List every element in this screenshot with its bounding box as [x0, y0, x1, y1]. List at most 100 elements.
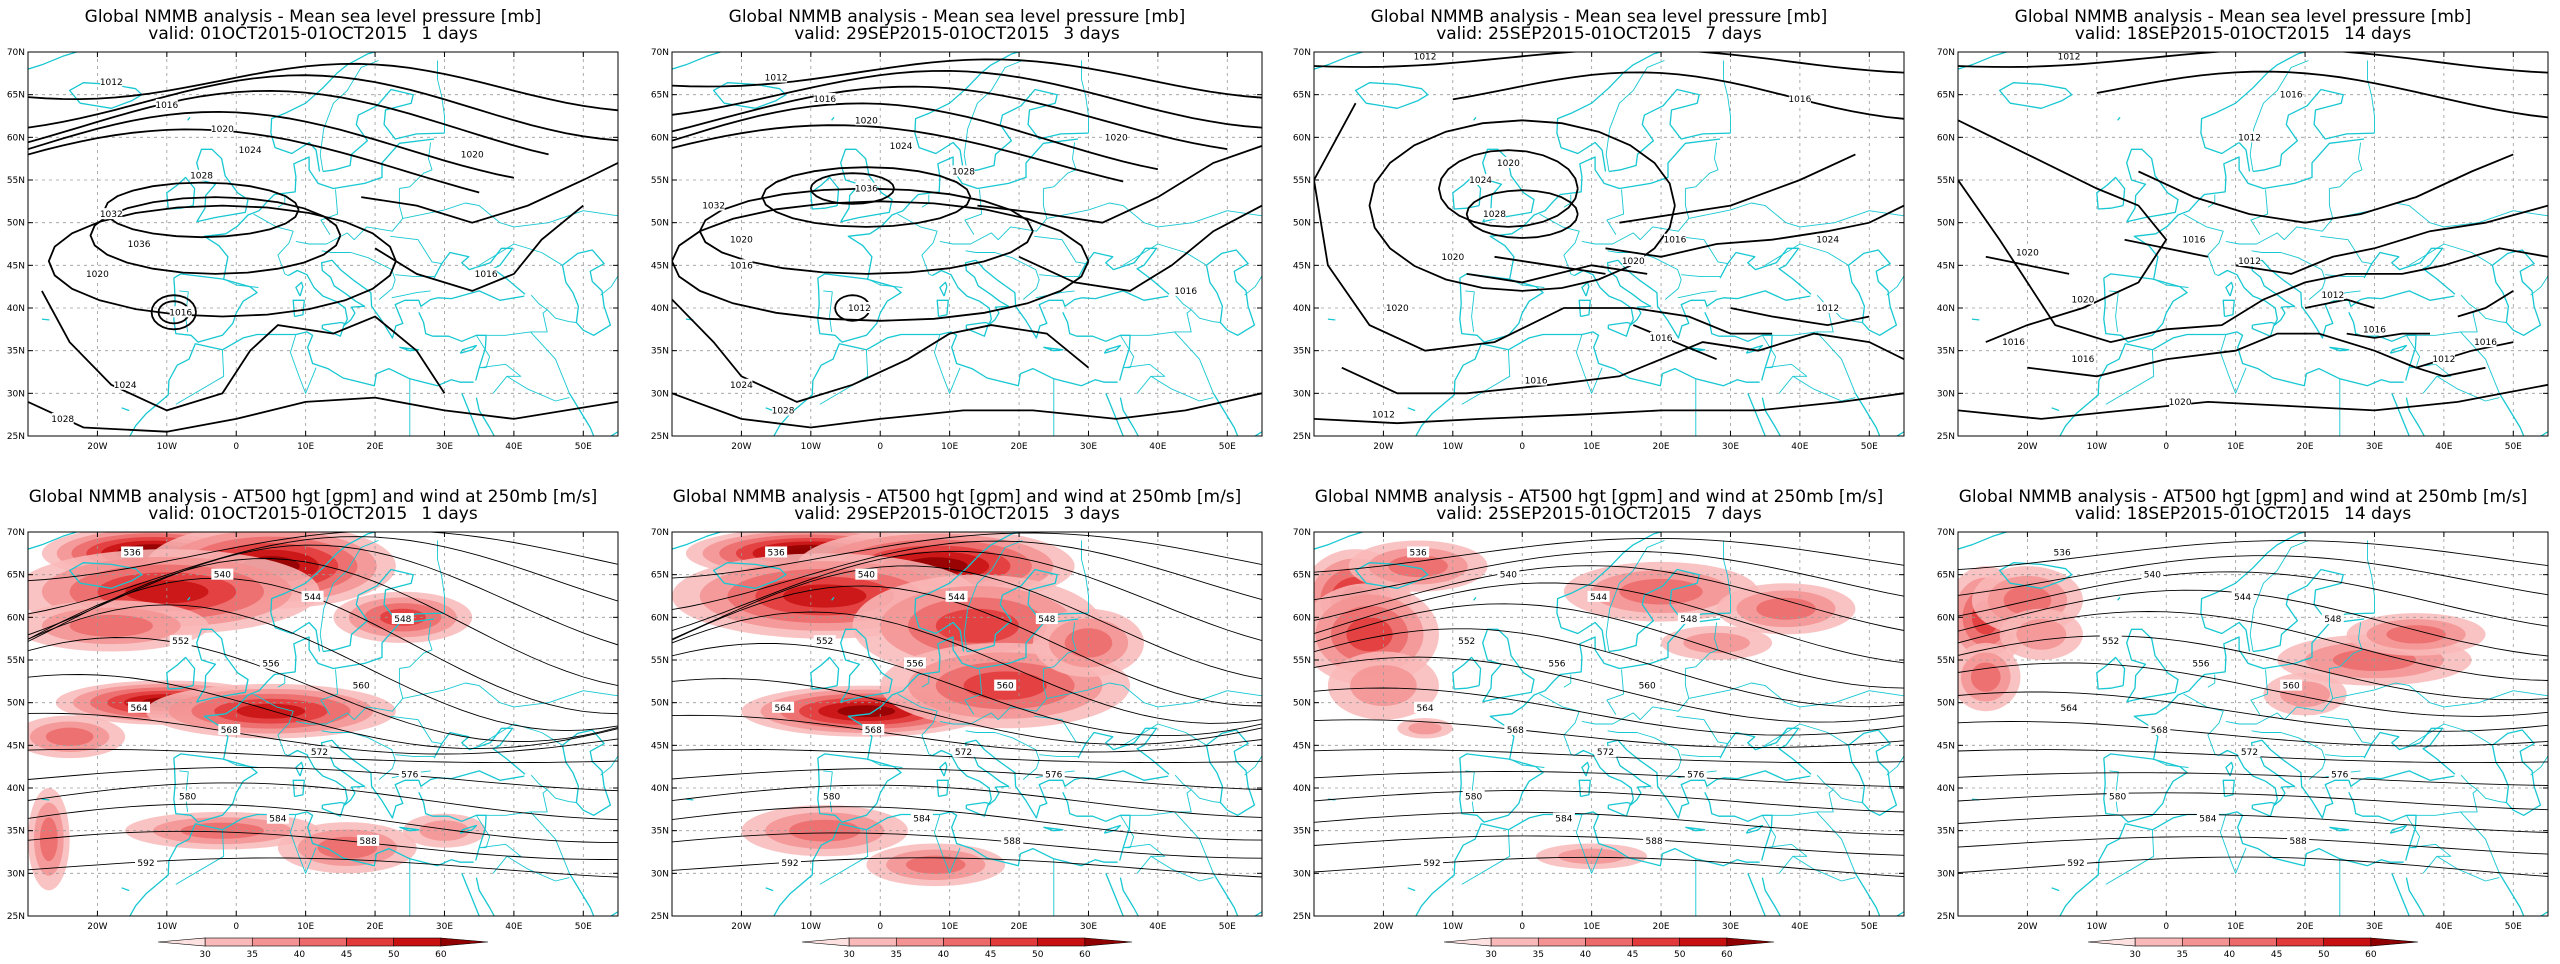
coastline [68, 82, 143, 109]
panel-title: Global NMMB analysis - Mean sea level pr… [85, 7, 542, 27]
coastline [2200, 52, 2382, 172]
valid-period: 01OCT2015-01OCT2015 [200, 504, 407, 524]
country-border [390, 715, 442, 745]
lat-tick-label: 25N [7, 432, 25, 442]
height-contour [28, 674, 618, 750]
country-border [478, 723, 563, 746]
lat-tick-label: 60N [1293, 613, 1311, 623]
lat-tick-label: 55N [1293, 176, 1311, 186]
country-border [965, 250, 1040, 300]
lon-tick-label: 20W [87, 922, 107, 932]
contour-labels: 1012 1016 1020 1016 1012 1016 1020 1012 1016 1012… [2002, 52, 2497, 408]
contour-label: 560 [353, 682, 370, 692]
height-contour [672, 832, 1262, 859]
isobar [672, 298, 1090, 403]
lon-tick-label: 10W [157, 922, 177, 932]
height-contour [28, 536, 618, 615]
country-border [2250, 189, 2269, 235]
lat-tick-label: 40N [651, 304, 669, 314]
coastline [966, 568, 1089, 653]
isobar [374, 204, 584, 292]
wind-shading [236, 703, 306, 719]
colorbar-segment [1585, 937, 1633, 947]
coastline [1407, 887, 1416, 892]
contour-label: 536 [1410, 548, 1427, 558]
coastline [672, 52, 721, 70]
contour-label: 1016 [1788, 95, 1811, 105]
contour-label: 1028 [772, 406, 795, 416]
height-contour [1958, 792, 2548, 811]
country-border [1676, 235, 1728, 265]
contour-label: 1020 [1622, 257, 1645, 267]
coastline [1761, 397, 1781, 436]
lat-tick-label: 35N [651, 347, 669, 357]
coastline [2096, 656, 2126, 690]
axis-ticks: 70N 65N 60N 55N 50N 45N 40N 35N 30N 25N 20W 10W 0 10E… [1293, 48, 1904, 452]
isobar [672, 392, 1262, 429]
contour-label: 552 [172, 637, 189, 647]
valid-prefix: valid: [148, 24, 200, 44]
country-border [2105, 349, 2155, 405]
panel-valid-line: valid: 01OCT2015-01OCT2015 1 days [148, 24, 478, 44]
height-contour [1958, 813, 2548, 833]
lon-tick-label: 50E [2505, 442, 2522, 452]
isobar [2235, 204, 2548, 275]
contour-label: 540 [1500, 571, 1517, 581]
lon-tick-label: 20W [2017, 922, 2037, 932]
colorbar-segment [2181, 937, 2230, 947]
country-border [390, 235, 442, 265]
height-contour [1314, 550, 1904, 601]
contour-label: 592 [2067, 859, 2084, 869]
colorbar-segment [393, 937, 442, 947]
coastline [1581, 281, 1590, 297]
colorbar-tick-label: 50 [1032, 950, 1044, 960]
colorbar-segment [2323, 937, 2372, 947]
country-border [2443, 690, 2548, 708]
contour-label: 572 [2241, 748, 2258, 758]
contour-label: 568 [2151, 726, 2168, 736]
coastline [1062, 312, 1131, 381]
country-border [1130, 774, 1192, 816]
coastline [459, 344, 478, 354]
colorbar-tick-label: 45 [341, 950, 352, 960]
lon-tick-label: 10E [941, 922, 958, 932]
lon-tick-label: 10W [157, 442, 177, 452]
country-border [1688, 202, 1801, 228]
coastline [1452, 656, 1482, 690]
coastline [831, 597, 835, 601]
country-border [2153, 278, 2189, 288]
lat-tick-label: 70N [1937, 528, 1955, 538]
coastline [965, 321, 990, 337]
country-border [2105, 829, 2155, 885]
country-border [2367, 60, 2375, 134]
map-area: 1012 1016 1020 1016 1012 1016 1020 1012 1016 1012… [1958, 52, 2548, 436]
lat-tick-label: 30N [1293, 389, 1311, 399]
lat-tick-label: 25N [1937, 912, 1955, 922]
map-panel: Global NMMB analysis - Mean sea level pr… [1937, 7, 2549, 452]
country-border [897, 693, 938, 757]
contour-label: 576 [1687, 770, 1704, 780]
lat-tick-label: 45N [1937, 741, 1955, 751]
lat-tick-label: 30N [651, 869, 669, 879]
height-contour [1314, 628, 1904, 708]
contour-label: 1016 [2363, 325, 2386, 335]
lat-tick-label: 55N [7, 176, 25, 186]
country-border [2436, 855, 2500, 882]
country-border [2251, 250, 2326, 300]
contour-label: 584 [2199, 815, 2216, 825]
isobar [103, 181, 300, 239]
lat-tick-label: 55N [1937, 656, 1955, 666]
colorbar-tick-label: 60 [2365, 950, 2377, 960]
lon-tick-label: 20E [366, 922, 383, 932]
contour-label: 1020 [1497, 159, 1520, 169]
contour-labels: 1012 1016 1020 1024 1028 1032 1036 1020 1016 1024… [51, 75, 498, 425]
isobar [761, 166, 972, 228]
lat-tick-label: 55N [1293, 656, 1311, 666]
lon-tick-label: 40E [1149, 922, 1166, 932]
lon-tick-label: 40E [1791, 922, 1808, 932]
wind-shading [1619, 578, 1703, 605]
colorbar-segment [157, 937, 206, 947]
country-border [175, 829, 225, 885]
